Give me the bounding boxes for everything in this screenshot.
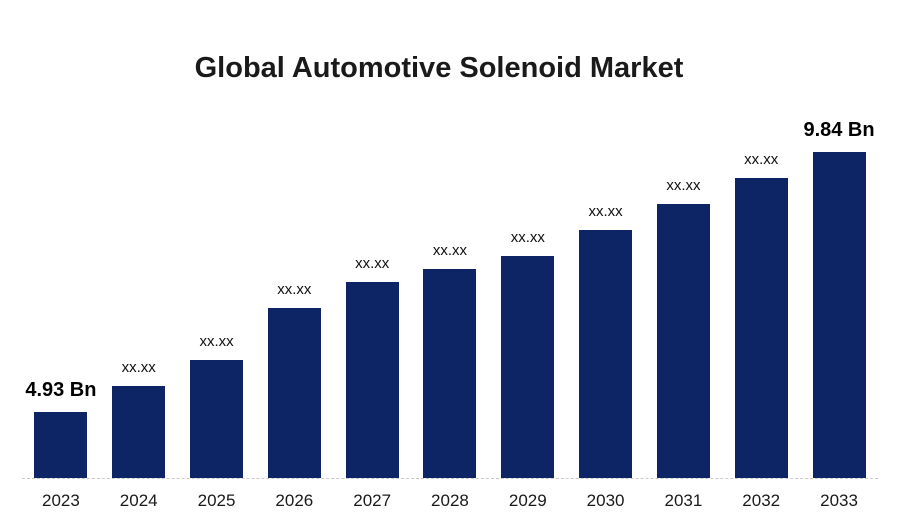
bar-value-label-2030: xx.xx <box>588 203 623 220</box>
bar-column-2025: xx.xx <box>178 334 256 478</box>
x-tick-2033: 2033 <box>820 491 858 510</box>
x-tick-2023: 2023 <box>41 491 80 510</box>
bar-value-label-2023: 4.93 Bn <box>25 379 97 401</box>
bar-2033 <box>812 152 866 478</box>
bar-2025 <box>190 360 244 478</box>
x-tick-2024: 2024 <box>119 491 158 510</box>
x-tick-2027: 2027 <box>353 491 392 510</box>
bar-value-label-2033: 9.84 Bn <box>803 119 875 141</box>
bar-column-2030: xx.xx <box>567 204 645 478</box>
bar-value-label-2031: xx.xx <box>666 177 701 194</box>
bar-column-2024: xx.xx <box>100 360 178 478</box>
x-tick-2029: 2029 <box>508 491 547 510</box>
bar-column-2031: xx.xx <box>645 178 723 478</box>
bar-value-label-2032: xx.xx <box>744 151 779 168</box>
bar-2028 <box>423 269 477 478</box>
x-tick-2026: 2026 <box>275 491 314 510</box>
bar-column-2033: 9.84 Bn <box>800 120 878 478</box>
bar-2023 <box>34 412 88 478</box>
bar-column-2026: xx.xx <box>255 282 333 478</box>
chart-title: Global Automotive Solenoid Market <box>194 52 684 84</box>
x-axis-labels: 2023 2024 2025 2026 2027 2028 2029 2030 2031 2032… <box>22 479 878 511</box>
bar-2026 <box>267 308 321 478</box>
bar-value-label-2025: xx.xx <box>199 333 234 350</box>
bar-value-label-2026: xx.xx <box>277 281 312 298</box>
bar-column-2023: 4.93 Bn <box>22 380 100 478</box>
bar-value-label-2029: xx.xx <box>510 229 545 246</box>
bar-2024 <box>112 386 166 478</box>
bar-2030 <box>579 230 633 478</box>
x-tick-2028: 2028 <box>431 491 469 510</box>
bar-column-2032: xx.xx <box>722 152 800 478</box>
bar-2029 <box>501 256 555 478</box>
bar-column-2028: xx.xx <box>411 243 489 478</box>
bar-value-label-2024: xx.xx <box>121 359 156 376</box>
bar-column-2027: xx.xx <box>333 256 411 478</box>
x-tick-2032: 2032 <box>742 491 781 510</box>
bars-row: 4.93 Bn xx.xx xx.xx xx.xx xx.xx xx.xx xx.xx xx.… <box>22 0 878 479</box>
x-tick-2030: 2030 <box>586 491 625 510</box>
bar-value-label-2028: xx.xx <box>432 242 468 259</box>
bar-column-2029: xx.xx <box>489 230 567 478</box>
x-tick-2031: 2031 <box>664 491 703 510</box>
bar-2027 <box>345 282 399 478</box>
x-tick-2025: 2025 <box>197 491 236 510</box>
bar-value-label-2027: xx.xx <box>355 255 390 272</box>
bar-2031 <box>656 204 710 478</box>
bar-2032 <box>734 178 788 478</box>
plot-area: 4.93 Bn xx.xx xx.xx xx.xx xx.xx xx.xx xx.xx xx.… <box>22 0 878 525</box>
